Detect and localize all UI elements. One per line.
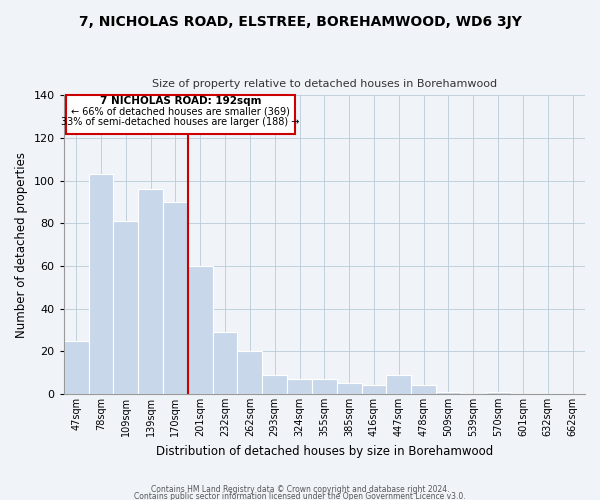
Bar: [238, 352, 262, 394]
Bar: [486, 392, 511, 394]
Bar: [163, 202, 188, 394]
Bar: [212, 332, 238, 394]
Bar: [337, 384, 362, 394]
Bar: [436, 392, 461, 394]
Text: 7, NICHOLAS ROAD, ELSTREE, BOREHAMWOOD, WD6 3JY: 7, NICHOLAS ROAD, ELSTREE, BOREHAMWOOD, …: [79, 15, 521, 29]
Bar: [411, 386, 436, 394]
Bar: [262, 375, 287, 394]
X-axis label: Distribution of detached houses by size in Borehamwood: Distribution of detached houses by size …: [156, 444, 493, 458]
Text: Contains HM Land Registry data © Crown copyright and database right 2024.: Contains HM Land Registry data © Crown c…: [151, 486, 449, 494]
Bar: [113, 221, 138, 394]
Y-axis label: Number of detached properties: Number of detached properties: [15, 152, 28, 338]
Bar: [287, 379, 312, 394]
Bar: [188, 266, 212, 394]
Text: ← 66% of detached houses are smaller (369): ← 66% of detached houses are smaller (36…: [71, 106, 290, 117]
Bar: [312, 379, 337, 394]
Bar: [138, 189, 163, 394]
Text: Contains public sector information licensed under the Open Government Licence v3: Contains public sector information licen…: [134, 492, 466, 500]
Text: 33% of semi-detached houses are larger (188) →: 33% of semi-detached houses are larger (…: [61, 117, 299, 127]
Bar: [386, 375, 411, 394]
Bar: [89, 174, 113, 394]
Text: 7 NICHOLAS ROAD: 192sqm: 7 NICHOLAS ROAD: 192sqm: [100, 96, 261, 106]
Title: Size of property relative to detached houses in Borehamwood: Size of property relative to detached ho…: [152, 79, 497, 89]
FancyBboxPatch shape: [66, 96, 295, 134]
Bar: [64, 340, 89, 394]
Bar: [362, 386, 386, 394]
